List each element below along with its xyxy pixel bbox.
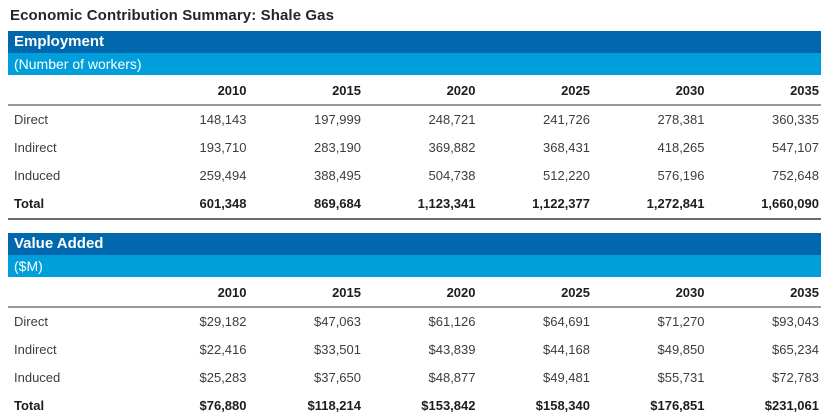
value-cell: $176,851 — [592, 392, 707, 414]
value-cell: $72,783 — [772, 370, 819, 385]
year-column-header: 2030 — [592, 277, 707, 308]
value-cell: 283,190 — [314, 140, 361, 155]
value-cell: $76,880 — [134, 392, 249, 414]
year-column-header: 2020 — [363, 277, 478, 308]
value-cell: 1,122,377 — [477, 190, 592, 220]
year-column-header: 2035 — [706, 75, 821, 106]
value-cell: 360,335 — [772, 112, 819, 127]
row-label-header — [8, 75, 134, 106]
value-cell: $33,501 — [314, 342, 361, 357]
value-cell: $29,182 — [199, 314, 247, 329]
value-cell: 1,272,841 — [592, 190, 707, 220]
year-column-header: 2020 — [363, 75, 478, 106]
table-row: Direct $29,182 $47,063 $61,126 $64,691 $71,27… — [8, 307, 821, 336]
table-section: Employment (Number of workers) 2010 2015 2… — [8, 31, 821, 220]
value-cell: $65,234 — [772, 342, 819, 357]
year-column-header: 2030 — [592, 75, 707, 106]
value-cell: $49,850 — [657, 342, 705, 357]
page-title: Economic Contribution Summary: Shale Gas — [10, 7, 335, 24]
value-cell: 547,107 — [772, 140, 819, 155]
section-title-banner: Employment — [8, 31, 821, 53]
table-section: Value Added ($M) 2010 2015 2020 2025 2030 203… — [8, 233, 821, 414]
value-cell: $25,283 — [199, 370, 247, 385]
year-column-header: 2025 — [477, 277, 592, 308]
table-row: Total 601,348 869,684 1,123,341 1,122,377 1,2… — [8, 190, 821, 220]
section-subtitle-banner: (Number of workers) — [8, 53, 821, 75]
value-cell: 248,721 — [428, 112, 476, 127]
value-cell: $231,061 — [706, 392, 821, 414]
value-cell: 148,143 — [199, 112, 247, 127]
year-column-header: 2010 — [134, 75, 249, 106]
value-cell: $64,691 — [543, 314, 590, 329]
value-cell: 869,684 — [248, 190, 363, 220]
value-cell: $61,126 — [428, 314, 476, 329]
section-title-banner: Value Added — [8, 233, 821, 255]
table-row: Induced 259,494 388,495 504,738 512,220 576,1… — [8, 162, 821, 190]
value-cell: $153,842 — [363, 392, 478, 414]
year-header-row: 2010 2015 2020 2025 2030 2035 — [8, 277, 821, 308]
sections-container: Employment (Number of workers) 2010 2015 2… — [8, 31, 821, 414]
data-table: 2010 2015 2020 2025 2030 2035 Direct $29,182 $4… — [8, 277, 821, 414]
value-cell: $43,839 — [428, 342, 476, 357]
row-label: Induced — [14, 370, 61, 385]
value-cell: $47,063 — [314, 314, 361, 329]
value-cell: 368,431 — [543, 140, 590, 155]
row-label: Direct — [14, 314, 48, 329]
data-table: 2010 2015 2020 2025 2030 2035 Direct 148,143 19… — [8, 75, 821, 220]
value-cell: 197,999 — [314, 112, 361, 127]
value-cell: $44,168 — [543, 342, 590, 357]
value-cell: 576,196 — [657, 168, 705, 183]
value-cell: 752,648 — [772, 168, 819, 183]
value-cell: $55,731 — [657, 370, 705, 385]
value-cell: $37,650 — [314, 370, 361, 385]
table-row: Indirect $22,416 $33,501 $43,839 $44,168 $49,… — [8, 336, 821, 364]
table-row: Induced $25,283 $37,650 $48,877 $49,481 $55,7… — [8, 364, 821, 392]
value-cell: 259,494 — [199, 168, 247, 183]
row-label: Indirect — [14, 342, 57, 357]
row-label: Total — [8, 392, 134, 414]
value-cell: 278,381 — [657, 112, 705, 127]
value-cell: 418,265 — [657, 140, 705, 155]
value-cell: 369,882 — [428, 140, 476, 155]
year-column-header: 2025 — [477, 75, 592, 106]
row-label: Total — [8, 190, 134, 220]
value-cell: 512,220 — [543, 168, 590, 183]
value-cell: $48,877 — [428, 370, 476, 385]
section-subtitle-banner: ($M) — [8, 255, 821, 277]
value-cell: 504,738 — [428, 168, 476, 183]
table-row: Direct 148,143 197,999 248,721 241,726 278,38… — [8, 105, 821, 134]
value-cell: 601,348 — [134, 190, 249, 220]
value-cell: $118,214 — [248, 392, 363, 414]
value-cell: 241,726 — [543, 112, 590, 127]
value-cell: 388,495 — [314, 168, 361, 183]
value-cell: 193,710 — [199, 140, 247, 155]
value-cell: 1,660,090 — [706, 190, 821, 220]
year-column-header: 2015 — [248, 75, 363, 106]
value-cell: $71,270 — [657, 314, 705, 329]
value-cell: $93,043 — [772, 314, 819, 329]
row-label: Direct — [14, 112, 48, 127]
row-label: Indirect — [14, 140, 57, 155]
value-cell: $158,340 — [477, 392, 592, 414]
value-cell: $22,416 — [199, 342, 247, 357]
value-cell: $49,481 — [543, 370, 590, 385]
year-column-header: 2035 — [706, 277, 821, 308]
value-cell: 1,123,341 — [363, 190, 478, 220]
row-label: Induced — [14, 168, 61, 183]
table-row: Total $76,880 $118,214 $153,842 $158,340 $176… — [8, 392, 821, 414]
row-label-header — [8, 277, 134, 308]
year-column-header: 2015 — [248, 277, 363, 308]
table-row: Indirect 193,710 283,190 369,882 368,431 418,… — [8, 134, 821, 162]
year-header-row: 2010 2015 2020 2025 2030 2035 — [8, 75, 821, 106]
year-column-header: 2010 — [134, 277, 249, 308]
